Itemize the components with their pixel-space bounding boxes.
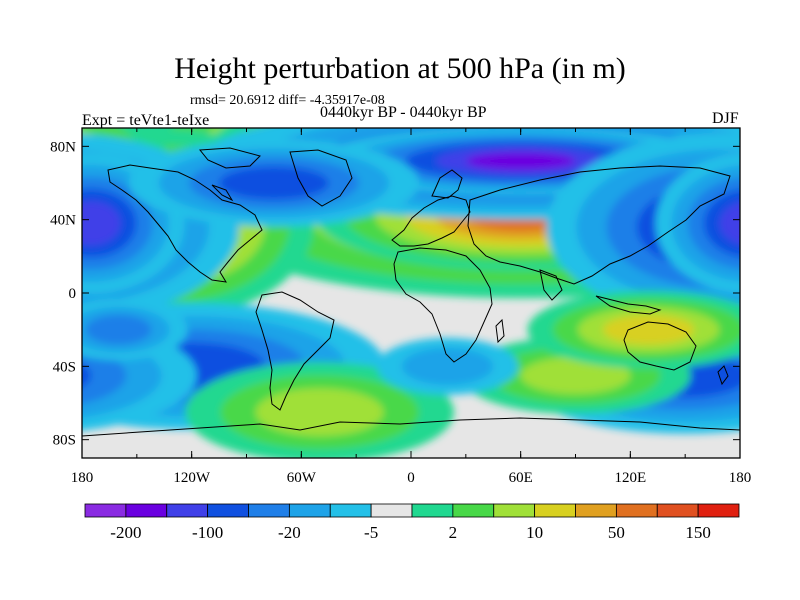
anomaly-region <box>520 357 631 394</box>
coast-indonesia <box>595 295 662 315</box>
stats-line: rmsd= 20.6912 diff= -4.35917e-08 <box>190 93 385 108</box>
x-tick-label: 120W <box>173 470 211 486</box>
x-tick-label: 60E <box>509 470 533 486</box>
x-tick-label: 180 <box>71 470 94 486</box>
anomaly-region <box>777 343 800 391</box>
anomaly-region <box>703 189 740 257</box>
colorbar-label: 50 <box>608 523 625 542</box>
anomaly-region <box>602 315 695 345</box>
anomaly-region <box>219 166 329 200</box>
colorbar-label: 2 <box>449 523 458 542</box>
colorbar-label: -5 <box>364 523 378 542</box>
anomaly-region <box>85 315 152 345</box>
colorbar-label: -100 <box>192 523 223 542</box>
y-tick-label: 80N <box>50 139 76 155</box>
colorbar-swatch <box>697 503 740 518</box>
colorbar-swatch <box>575 503 617 518</box>
coast-madagascar <box>495 318 505 344</box>
experiment-label: Expt = teVte1-teIxe <box>82 112 210 129</box>
coast-scandinavia <box>431 169 463 199</box>
coast-north-america <box>107 164 263 283</box>
season-label: DJF <box>712 110 739 127</box>
coast-new-zealand <box>717 365 729 386</box>
colorbar-swatch <box>656 503 699 518</box>
x-tick-label: 120E <box>614 470 646 486</box>
period-label: 0440kyr BP - 0440kyr BP <box>320 104 487 121</box>
colorbar-swatch <box>288 503 331 518</box>
coastlines <box>82 147 740 437</box>
anomaly-region <box>82 201 121 246</box>
y-tick-label: 40S <box>53 359 76 375</box>
anomaly-field <box>82 128 800 458</box>
colorbar-swatch <box>615 503 658 518</box>
anomaly-region <box>401 348 494 385</box>
colorbar-swatch <box>370 503 413 518</box>
coast-arctic-islands <box>199 147 261 169</box>
anomaly-region <box>255 388 384 436</box>
coast-greenland <box>289 149 353 207</box>
x-tick-label: 180 <box>729 470 752 486</box>
y-tick-label: 80S <box>53 433 76 449</box>
colorbar-swatch <box>248 503 290 518</box>
map-axes: 180 120W 60W 0 60E 120E 180 80N 40N 0 40S 80S <box>50 128 751 486</box>
coast-asia <box>467 165 731 285</box>
colorbar-swatch <box>452 503 495 518</box>
coast-hudson-bay <box>211 184 234 202</box>
colorbar: -200 -100 -20 -5 2 10 50 150 <box>84 503 740 542</box>
anomaly-region <box>465 151 576 171</box>
colorbar-label: -200 <box>110 523 141 542</box>
map-title: Height perturbation at 500 hPa (in m) <box>174 52 626 85</box>
anomaly-region <box>744 315 800 344</box>
y-tick-label: 0 <box>69 286 77 302</box>
colorbar-label: 10 <box>526 523 543 542</box>
colorbar-swatch <box>166 503 209 518</box>
colorbar-swatch <box>207 503 249 518</box>
colorbar-swatch <box>534 503 576 518</box>
anomaly-region <box>719 202 740 245</box>
y-tick-label: 40N <box>50 213 76 229</box>
coast-europe <box>391 195 471 247</box>
coast-antarctica <box>82 417 740 437</box>
coast-india <box>539 269 563 301</box>
colorbar-swatch <box>329 503 372 518</box>
colorbar-swatch <box>84 503 127 518</box>
anomaly-region <box>82 347 127 404</box>
colorbar-label: -20 <box>278 523 301 542</box>
colorbar-label: 150 <box>685 523 711 542</box>
x-tick-label: 60W <box>287 470 317 486</box>
coast-south-america <box>255 291 335 411</box>
colorbar-swatch <box>125 503 168 518</box>
coast-africa <box>393 247 493 363</box>
anomaly-region <box>736 357 740 376</box>
coast-australia <box>623 321 697 371</box>
colorbar-swatch <box>493 503 536 518</box>
anomaly-region <box>82 364 92 387</box>
x-tick-label: 0 <box>407 470 415 486</box>
colorbar-swatch <box>411 503 454 518</box>
